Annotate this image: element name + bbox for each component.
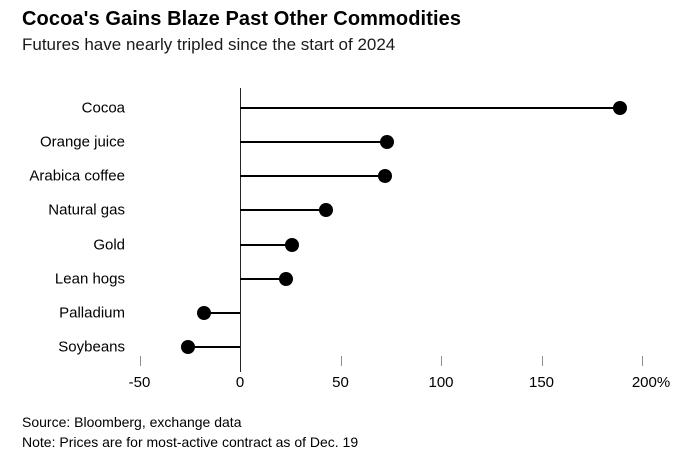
lollipop-dot [379,135,394,150]
x-axis-tick [642,356,643,366]
category-label: Arabica coffee [29,167,125,185]
x-axis-tick-label: 100 [428,374,454,391]
lollipop-dot [279,271,294,286]
x-axis-tick-label: 200% [631,374,671,391]
chart-subtitle: Futures have nearly tripled since the st… [22,35,396,54]
lollipop-stem [187,346,240,349]
lollipop-stem [240,243,293,246]
x-axis-tick [340,356,342,366]
x-axis-tick-label: -50 [128,374,151,391]
category-label: Cocoa [81,99,125,117]
lollipop-stem [240,107,620,109]
category-label: Orange juice [39,133,125,151]
x-axis-tick-label: 150 [528,374,555,391]
lollipop-stem [240,141,387,144]
data-note: Note: Prices are for most-active contrac… [22,434,359,450]
lollipop-dot [612,101,627,115]
category-label: Palladium [59,304,125,322]
lollipop-dot [180,340,195,355]
lollipop-stem [203,311,240,314]
x-axis-tick [441,356,442,366]
lollipop-dot [319,203,334,218]
category-label: Gold [93,236,125,254]
x-axis-tick [139,356,141,366]
x-axis-tick-label: 0 [235,374,245,391]
chart-title: Cocoa's Gains Blaze Past Other Commoditi… [22,8,462,30]
source-note: Source: Bloomberg, exchange data [22,414,242,430]
lollipop-dot [377,169,392,184]
x-axis-tick [541,356,543,366]
category-label: Lean hogs [54,270,125,288]
category-label: Soybeans [58,338,125,356]
lollipop-stem [240,175,385,178]
lollipop-dot [196,305,211,320]
x-axis-tick-label: 50 [332,374,349,391]
lollipop-stem [240,209,327,212]
lollipop-stem [240,277,287,280]
lollipop-dot [285,237,300,252]
chart-footer: Source: Bloomberg, exchange data Note: P… [22,412,358,452]
category-label: Natural gas [48,201,125,219]
zero-axis-line [240,88,241,372]
